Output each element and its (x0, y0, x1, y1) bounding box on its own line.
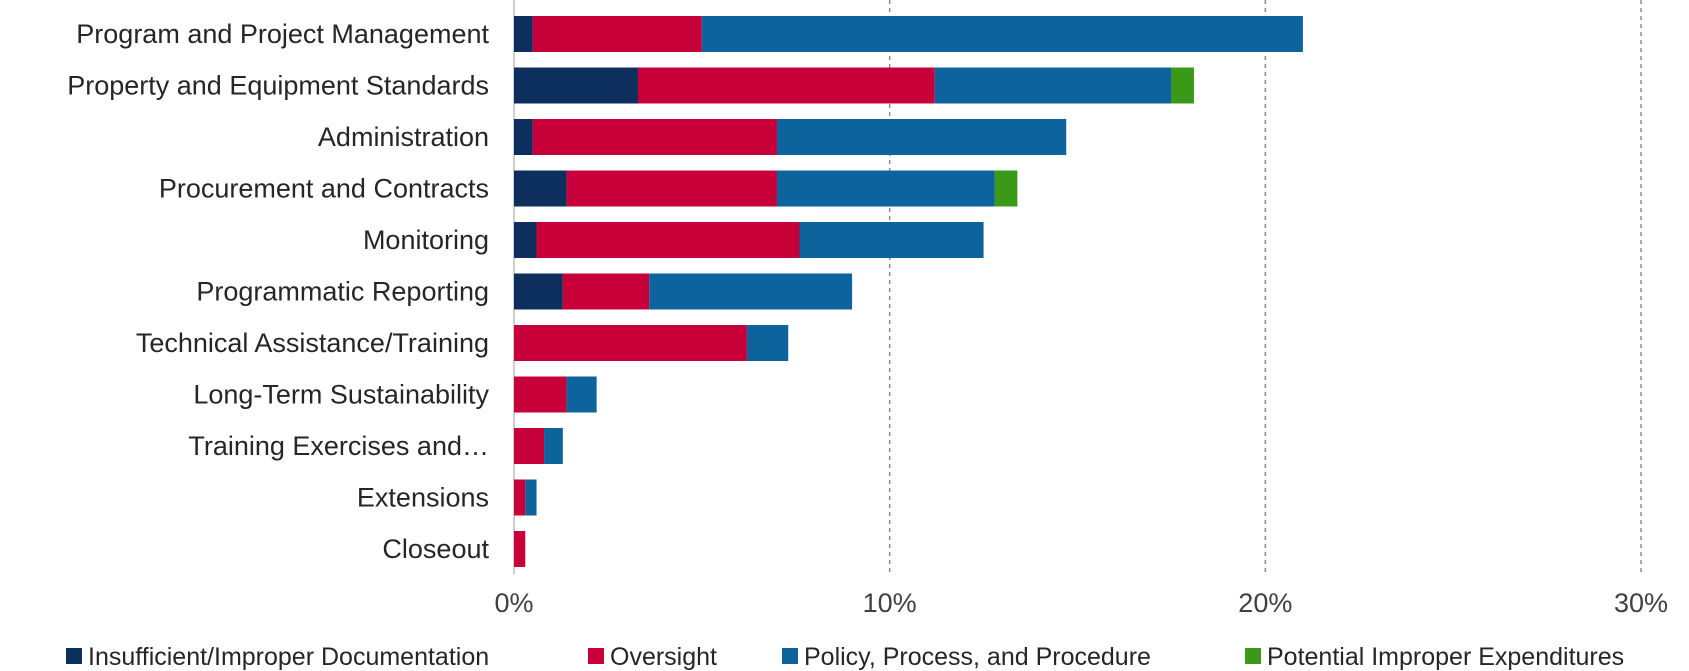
legend-label: Insufficient/Improper Documentation (88, 643, 489, 671)
category-label: Program and Project Management (76, 19, 489, 49)
bar-segment (1171, 67, 1194, 104)
legend-swatch (66, 648, 82, 664)
legend-swatch (1245, 648, 1261, 664)
category-labels: Program and Project Management Property a… (67, 19, 489, 564)
category-label: Training Exercises and… (188, 431, 489, 461)
legend-label: Policy, Process, and Procedure (804, 643, 1151, 671)
legend-swatch (588, 648, 604, 664)
category-label: Administration (318, 122, 489, 152)
legend-label: Potential Improper Expenditures (1267, 643, 1624, 671)
bar-segment (525, 479, 537, 516)
bar-segment (637, 67, 935, 104)
bar-segment (514, 376, 567, 413)
category-label: Long-Term Sustainability (193, 380, 489, 410)
bar-segment (799, 222, 984, 258)
bar-segment (544, 428, 563, 464)
bar-segment (536, 222, 800, 258)
category-label: Technical Assistance/Training (136, 328, 489, 358)
category-label: Monitoring (363, 225, 489, 255)
legend-label: Oversight (610, 643, 717, 671)
bar-segment (532, 119, 777, 155)
x-tick-label: 10% (863, 588, 917, 618)
bar-segment (514, 325, 747, 361)
legend: Insufficient/Improper Documentation Overs… (66, 643, 1624, 671)
x-tick-label: 30% (1614, 588, 1668, 618)
legend-swatch (782, 648, 798, 664)
bar-segment (514, 67, 638, 104)
bar-segment (514, 16, 533, 52)
bar-segment (649, 273, 853, 310)
bar-segment (934, 67, 1172, 104)
bar-segment (776, 170, 995, 207)
x-tick-label: 0% (494, 588, 533, 618)
bar-layer (514, 16, 1303, 567)
x-tick-label: 20% (1238, 588, 1292, 618)
bar-segment (562, 273, 650, 310)
bar-segment (532, 16, 702, 52)
category-label: Property and Equipment Standards (67, 71, 489, 101)
bar-segment (746, 325, 789, 361)
bar-segment (514, 222, 537, 258)
bar-segment (514, 428, 545, 464)
bar-segment (701, 16, 1303, 52)
bar-segment (566, 376, 597, 413)
bar-segment (514, 479, 526, 516)
category-label: Procurement and Contracts (159, 174, 489, 204)
bar-segment (566, 170, 777, 207)
bar-segment (514, 531, 526, 567)
x-axis-ticks: 0% 10% 20% 30% (494, 588, 1668, 618)
bar-segment (776, 119, 1067, 155)
category-label: Closeout (382, 534, 489, 564)
category-label: Programmatic Reporting (196, 277, 489, 307)
category-label: Extensions (357, 483, 489, 513)
bar-segment (994, 170, 1018, 207)
bar-segment (514, 119, 533, 155)
bar-segment (514, 273, 563, 310)
bar-segment (514, 170, 567, 207)
